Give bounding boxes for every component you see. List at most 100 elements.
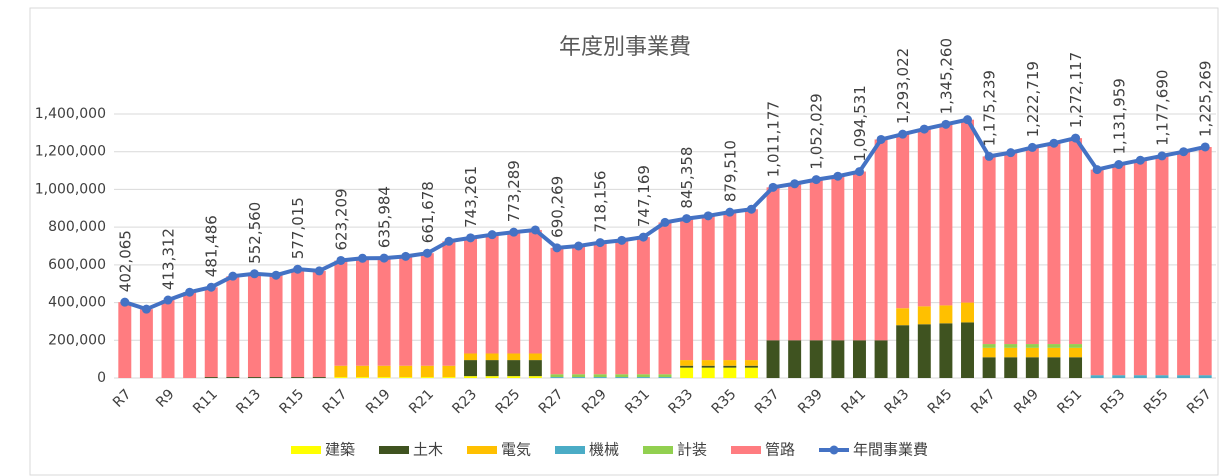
bar-segment [399, 256, 413, 366]
bar-segment [1047, 347, 1061, 358]
bar-segment [939, 124, 953, 306]
total-point [660, 217, 670, 227]
bar-segment [269, 377, 283, 378]
bar-segment [334, 377, 348, 378]
legend-label: 計装 [677, 441, 707, 459]
bar-segment [507, 353, 521, 361]
bar-segment [615, 377, 629, 378]
data-label: 577,015 [289, 197, 307, 259]
bar-segment [615, 374, 629, 378]
data-label: 1,225,269 [1197, 61, 1215, 137]
data-label: 623,209 [332, 188, 350, 250]
bar-segment [723, 360, 737, 366]
data-label: 661,678 [419, 181, 437, 243]
data-label: 1,011,177 [765, 101, 783, 177]
bar-segment [1069, 347, 1083, 358]
legend-swatch [731, 446, 761, 454]
bar-segment [312, 377, 326, 378]
bar-segment [658, 377, 672, 378]
bar-segment [982, 347, 996, 358]
bar-segment [701, 367, 715, 378]
bar-segment [1069, 357, 1083, 378]
bar-segment [788, 340, 802, 378]
bar-segment [788, 183, 802, 341]
total-point [509, 227, 519, 237]
total-point [120, 297, 130, 307]
total-point [314, 266, 324, 276]
total-point [1006, 148, 1016, 158]
bar-segment [1004, 152, 1018, 345]
legend-swatch [291, 446, 321, 454]
total-point [1114, 160, 1124, 170]
bar-segment [291, 269, 305, 378]
bar-segment [744, 365, 758, 368]
bar-segment [593, 242, 607, 375]
bar-segment [982, 344, 996, 348]
total-point [206, 282, 216, 292]
bar-segment [226, 276, 240, 378]
bar-segment [917, 129, 931, 307]
bar-segment [1155, 375, 1169, 378]
bar-segment [291, 377, 305, 378]
bar-segment [442, 365, 456, 378]
bar-segment [442, 241, 456, 366]
legend-swatch [555, 446, 585, 454]
bar-segment [420, 253, 434, 366]
bar-segment [1069, 344, 1083, 348]
bar-segment [528, 229, 542, 354]
bar-segment [1025, 347, 1039, 358]
bar-segment [118, 302, 132, 378]
bar-segment [723, 367, 737, 378]
total-point [530, 225, 540, 235]
bar-segment [550, 247, 564, 375]
bar-segment [485, 360, 499, 377]
total-point [833, 171, 843, 181]
total-point [595, 238, 605, 248]
data-label: 773,289 [505, 160, 523, 222]
total-point [163, 295, 173, 305]
legend-label: 管路 [765, 441, 795, 459]
bar-segment [226, 377, 240, 378]
data-label: 1,222,719 [1024, 61, 1042, 137]
data-label: 1,293,022 [894, 48, 912, 124]
bar-segment [831, 340, 845, 378]
total-point [271, 270, 281, 280]
legend-label: 建築 [325, 441, 355, 459]
y-tick-label: 1,200,000 [35, 144, 106, 160]
bar-segment [636, 377, 650, 378]
data-label: 1,094,531 [851, 85, 869, 161]
bar-segment [1025, 344, 1039, 348]
data-label: 635,984 [376, 186, 394, 248]
total-point [1157, 151, 1167, 161]
total-point [1049, 138, 1059, 148]
total-point [487, 230, 497, 240]
bar-segment [744, 367, 758, 378]
bar-segment [161, 300, 175, 378]
data-label: 743,261 [462, 166, 480, 228]
bar-segment [680, 360, 694, 366]
y-tick-label: 800,000 [48, 219, 106, 235]
bar-segment [658, 374, 672, 378]
data-label: 413,312 [160, 228, 178, 290]
data-label: 1,272,117 [1067, 52, 1085, 128]
bar-segment [528, 376, 542, 378]
bar-segment [1025, 147, 1039, 345]
bar-segment [701, 215, 715, 361]
data-label: 402,065 [116, 230, 134, 292]
y-tick-label: 200,000 [48, 332, 106, 348]
bar-segment [809, 179, 823, 341]
bar-segment [961, 302, 974, 323]
bar-segment [961, 322, 974, 378]
total-point [401, 251, 411, 261]
bar-segment [442, 377, 456, 378]
total-point [682, 214, 692, 224]
bar-segment [1133, 375, 1147, 378]
bar-segment [658, 222, 672, 375]
bar-segment [593, 377, 607, 378]
total-point [1135, 155, 1145, 165]
bar-segment [896, 134, 910, 309]
bar-segment [485, 353, 499, 361]
bar-segment [723, 212, 737, 361]
total-point [249, 269, 259, 279]
bar-segment [982, 357, 996, 378]
